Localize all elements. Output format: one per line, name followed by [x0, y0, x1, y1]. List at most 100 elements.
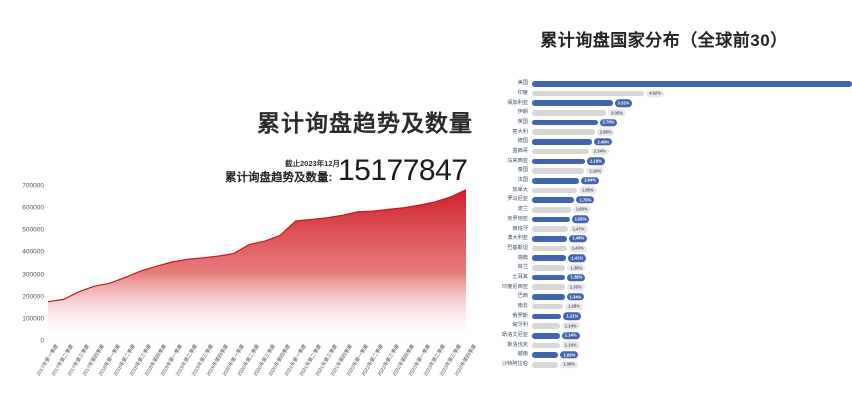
bar-fill [532, 294, 565, 300]
country-bar-row[interactable]: 波兰 1.60% [486, 205, 852, 215]
country-bar-row[interactable]: 西班牙 1.47% [486, 224, 852, 234]
bar-value-pill: 2.34% [590, 147, 609, 156]
country-chart-title: 累计询盘国家分布（全球前30） [540, 31, 788, 50]
country-bar-row[interactable]: 斯洛伐克 1.14% [486, 341, 852, 351]
y-axis-tick: 200000 [22, 293, 44, 301]
bar-fill [532, 313, 562, 320]
country-bar-row[interactable]: 巴西 1.34% [486, 292, 852, 302]
country-label: 巴西 [517, 293, 528, 300]
y-axis-tick: 700000 [22, 182, 44, 190]
bar-track: 1.09% [532, 351, 852, 359]
country-bar-row[interactable]: 土耳其 1.38% [486, 273, 852, 283]
bar-fill [532, 255, 567, 262]
country-bar-row[interactable]: 泰国 2.16% [486, 166, 852, 176]
country-bar-row[interactable]: 克罗地亚 1.55% [486, 215, 852, 225]
country-label: 美国 [517, 80, 528, 87]
bar-fill [532, 274, 566, 281]
bar-value-pill: 2.16% [586, 167, 605, 175]
country-bar-row[interactable]: 印度 4.62% [486, 89, 852, 99]
bar-track: 1.14% [532, 322, 852, 330]
country-bar-row[interactable]: 墨西哥 2.34% [486, 147, 852, 157]
country-bar-row[interactable]: 巴基斯坦 1.43% [486, 244, 852, 254]
country-bar-row[interactable]: 德国 2.49% [486, 137, 852, 147]
country-bar-row[interactable]: 澳大利亚 1.46% [486, 234, 852, 244]
bar-track: 2.18% [532, 157, 852, 166]
y-axis-tick: 0 [40, 337, 44, 345]
bar-value-pill: 1.35% [566, 283, 585, 291]
bar-track: 2.16% [532, 167, 852, 175]
bar-fill [532, 284, 565, 291]
country-label: 保加利亚 [507, 99, 528, 106]
bar-track: 1.35% [532, 283, 852, 291]
country-bar-row[interactable]: 瑞典 1.41% [486, 253, 852, 263]
bar-track: 1.21% [532, 312, 852, 321]
bar-value-pill: 1.85% [578, 186, 597, 195]
bar-track: 1.60% [532, 206, 852, 214]
bar-fill [532, 323, 560, 329]
country-bar-row[interactable]: 马来西亚 2.18% [486, 157, 852, 167]
country-label: 匈牙利 [512, 322, 528, 329]
country-bar-row[interactable]: 荷兰 1.38% [486, 263, 852, 273]
bar-fill [532, 187, 577, 194]
bar-track: 1.43% [532, 244, 852, 253]
country-bar-row[interactable]: 英国 2.70% [486, 118, 852, 128]
bar-value-pill: 1.43% [568, 244, 587, 253]
bar-value-pill: 2.58% [596, 128, 615, 136]
bar-fill [532, 90, 645, 97]
country-bar-row[interactable]: 越南 1.09% [486, 350, 852, 360]
bar-value-pill: 2.18% [586, 157, 605, 166]
kpi-caption: 截止2023年12月 [285, 159, 341, 168]
bar-track: 1.34% [532, 293, 852, 301]
bar-fill [532, 168, 585, 174]
country-label: 俄罗斯 [512, 312, 528, 319]
country-bar-row[interactable]: 保加利亚 3.32% [486, 98, 852, 108]
country-label: 印度尼西亚 [502, 283, 528, 290]
country-label: 克罗地亚 [507, 215, 528, 222]
bar-fill [532, 265, 566, 271]
country-bar-row[interactable]: 法国 1.94% [486, 176, 852, 186]
country-label: 泰国 [517, 167, 528, 174]
bar-fill [532, 81, 852, 87]
bar-track: 13.19% [532, 81, 852, 87]
bar-fill [532, 177, 580, 184]
bar-track: 1.41% [532, 254, 852, 262]
kpi-value: 15177847 [338, 154, 468, 187]
country-label: 荷兰 [517, 264, 528, 271]
bar-track: 1.47% [532, 225, 852, 233]
bar-fill [532, 139, 593, 145]
country-label: 印度 [517, 89, 528, 96]
bar-fill [532, 148, 589, 155]
country-label: 意大利 [512, 128, 528, 135]
country-bar-row[interactable]: 俄罗斯 1.21% [486, 312, 852, 322]
country-label: 瑞典 [517, 254, 528, 261]
bar-fill [532, 245, 567, 252]
bar-fill [532, 332, 560, 339]
bar-track: 1.75% [532, 196, 852, 204]
country-bar-row[interactable]: 南非 1.28% [486, 302, 852, 312]
y-axis-tick: 100000 [22, 315, 44, 323]
country-label: 越南 [517, 351, 528, 358]
bar-value-pill: 1.08% [560, 361, 579, 369]
country-label: 波兰 [517, 206, 528, 213]
country-bar-row[interactable]: 匈牙利 1.14% [486, 321, 852, 331]
country-bar-row[interactable]: 意大利 2.58% [486, 127, 852, 137]
country-bar-row[interactable]: 美国 13.19% [486, 79, 852, 89]
bar-value-pill: 3.32% [614, 99, 633, 107]
country-bar-row[interactable]: 斯洛文尼亚 1.14% [486, 331, 852, 341]
country-label: 马来西亚 [507, 157, 528, 164]
bar-fill [532, 236, 568, 242]
bar-value-pill: 1.28% [565, 302, 583, 311]
country-bar-row[interactable]: 伊朗 3.05% [486, 108, 852, 118]
bar-track: 4.62% [532, 89, 852, 98]
country-label: 斯洛文尼亚 [502, 332, 528, 339]
country-bar-row[interactable]: 罗马尼亚 1.75% [486, 195, 852, 205]
bar-value-pill: 1.38% [567, 273, 586, 282]
country-label: 斯洛伐克 [507, 341, 528, 348]
country-bar-row[interactable]: 印度尼西亚 1.35% [486, 282, 852, 292]
country-bar-row[interactable]: 加拿大 1.85% [486, 186, 852, 196]
trend-chart-panel: 累计询盘趋势及数量 截止2023年12月 累计询盘趋势及数量: 15177847… [22, 110, 478, 377]
bar-track: 1.55% [532, 215, 852, 224]
bar-value-pill: 1.60% [572, 206, 591, 214]
country-bar-row[interactable]: 沙特阿拉伯 1.08% [486, 360, 852, 370]
